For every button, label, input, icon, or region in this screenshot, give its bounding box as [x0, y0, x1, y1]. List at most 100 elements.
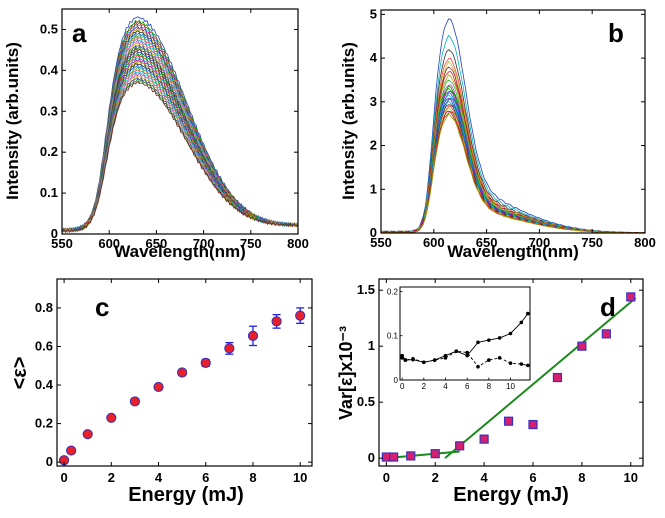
panel-c-x-ticks: 0 2 4 6 8 10 — [60, 279, 307, 485]
panel-b-spectrum-line — [380, 34, 646, 234]
d-xtick-label: 6 — [529, 470, 536, 485]
panel-b-axes-frame — [380, 9, 646, 234]
panel-d-x-ticks: 0 2 4 6 8 10 — [383, 279, 638, 485]
panel-b-ylabel: Intensity (arb.units) — [339, 42, 358, 200]
panel-d-fit-line — [444, 297, 637, 459]
panel-c-point — [66, 445, 77, 456]
panel-a-y-ticks: 0 0.1 0.2 0.3 0.4 0.5 — [40, 21, 298, 241]
panel-d-inset-xtick-label: 8 — [487, 382, 492, 391]
panel-d: 0 2 4 6 8 10 0 0.5 1 1.5 Energy (mJ) Var[ε]x10⁻³… — [336, 278, 644, 506]
a-xtick-label: 700 — [193, 236, 215, 251]
a-xtick-label: 600 — [98, 236, 120, 251]
c-xtick-label: 4 — [155, 470, 163, 485]
panel-d-inset-dashed-point — [519, 362, 524, 366]
d-xtick-label: 10 — [624, 470, 638, 485]
panel-a-ylabel: Intensity (arb.units) — [3, 42, 22, 200]
panel-d-point — [528, 419, 538, 430]
b-ytick-label: 5 — [370, 6, 377, 21]
panel-d-inset-frame — [399, 286, 531, 381]
b-xtick-label: 700 — [529, 235, 551, 250]
panel-d-inset-ytick-label: 0 — [394, 376, 399, 385]
a-xtick-label: 800 — [287, 236, 309, 251]
panel-d-point — [626, 292, 636, 302]
panel-d-inset-y-ticks: 0 0.1 0.2 — [387, 287, 403, 385]
panel-d-inset-xtick-label: 0 — [400, 382, 405, 391]
d-xtick-label: 0 — [383, 470, 390, 485]
panel-b-plot-area — [380, 18, 646, 234]
panel-c-label: c — [95, 292, 109, 322]
b-xtick-label: 800 — [634, 235, 656, 250]
panel-d-inset-solid-line — [401, 313, 529, 363]
panel-d-plot-area — [381, 292, 637, 462]
panel-c-point — [153, 381, 164, 393]
panel-a: 550 600 650 700 750 800 0 0.1 0.2 0.3 0.4 0.5 Wave… — [3, 8, 309, 261]
panel-d-inset-dashed-point — [497, 356, 502, 360]
c-xtick-label: 10 — [293, 470, 307, 485]
c-ytick-label: 0.4 — [35, 377, 54, 392]
b-ytick-label: 0 — [370, 225, 377, 240]
panel-b-spectrum-line — [380, 113, 645, 234]
a-xtick-label: 550 — [51, 236, 73, 251]
panel-c: 0 2 4 6 8 10 0 0.2 0.4 0.6 0.8 Energy (mJ) <ε> c — [9, 278, 313, 506]
panel-c-xlabel: Energy (mJ) — [128, 484, 244, 506]
panel-d-point — [552, 372, 563, 383]
panel-a-plot-area — [61, 16, 299, 234]
panel-b-spectrum-line — [380, 49, 646, 234]
a-ytick-label: 0.2 — [40, 144, 58, 159]
panel-c-point — [129, 396, 141, 407]
c-xtick-label: 2 — [108, 470, 115, 485]
panel-c-plot-area — [58, 307, 306, 466]
panel-c-point — [82, 429, 93, 440]
panel-d-inset-solid-point — [465, 353, 469, 358]
panel-d-inset-dashed-point — [403, 358, 408, 362]
panel-b-spectrum-line — [380, 87, 646, 234]
panel-d-inset-xtick-label: 4 — [443, 382, 448, 391]
a-ytick-label: 0.3 — [40, 103, 58, 118]
panel-d-inset-xtick-label: 6 — [465, 382, 470, 391]
panel-d-inset-dashed-point — [411, 356, 415, 361]
c-ytick-label: 0.8 — [35, 300, 53, 315]
a-ytick-label: 0.1 — [40, 185, 58, 200]
panel-d-inset-dashed-point — [443, 356, 448, 360]
a-ytick-label: 0 — [51, 226, 58, 241]
panel-d-inset-dashed-point — [487, 358, 491, 362]
panel-c-point — [177, 367, 188, 378]
panel-d-point — [430, 449, 440, 459]
panel-b-spectrum-line — [380, 97, 645, 234]
c-ytick-label: 0.2 — [35, 416, 53, 431]
d-ytick-label: 0.5 — [357, 394, 375, 409]
d-ytick-label: 1 — [368, 338, 375, 353]
panel-d-xlabel: Energy (mJ) — [453, 484, 569, 506]
c-xtick-label: 0 — [60, 470, 67, 485]
panel-d-inset-solid-point — [497, 336, 502, 340]
panel-d-inset-dashed-point — [476, 364, 480, 369]
panel-a-x-ticks: 550 600 650 700 750 800 — [51, 9, 309, 251]
d-xtick-label: 8 — [578, 470, 585, 485]
panel-c-point — [271, 316, 282, 327]
b-xtick-label: 600 — [423, 235, 445, 250]
panel-d-point — [503, 416, 514, 426]
panel-d-inset-dashed-point — [422, 360, 426, 365]
panel-d-inset-xtick-label: 2 — [422, 382, 427, 391]
panel-d-point — [479, 434, 489, 444]
panel-d-inset-ytick-label: 0.1 — [387, 332, 399, 341]
panel-b-xlabel: Wavelength(nm) — [447, 242, 579, 261]
a-xtick-label: 650 — [146, 236, 168, 251]
panel-d-inset-dashed-point — [508, 361, 513, 365]
b-xtick-label: 750 — [581, 235, 603, 250]
panel-d-inset-xtick-label: 10 — [506, 382, 515, 391]
b-ytick-label: 3 — [370, 94, 377, 109]
panel-a-label: a — [72, 18, 87, 48]
panel-d-inset-ytick-label: 0.2 — [387, 287, 399, 296]
panel-a-spectrum-line — [61, 64, 299, 233]
panel-c-point — [200, 357, 211, 368]
panel-b-spectrum-line — [380, 74, 646, 234]
d-xtick-label: 4 — [480, 470, 488, 485]
panel-d-point — [389, 452, 399, 462]
panel-a-xlabel: Wavelength(nm) — [114, 242, 246, 261]
panel-c-y-ticks: 0 0.2 0.4 0.6 0.8 — [35, 300, 312, 469]
panel-d-inset-dashed-point — [400, 356, 404, 360]
panel-d-inset-solid-point — [519, 320, 524, 325]
c-xtick-label: 8 — [249, 470, 256, 485]
